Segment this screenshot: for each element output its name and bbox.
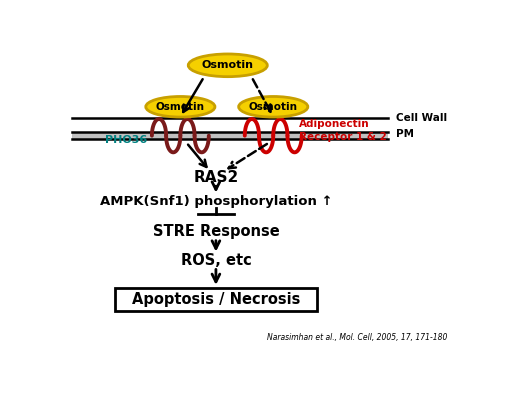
Text: Osmotin: Osmotin — [156, 102, 205, 112]
Text: ROS, etc: ROS, etc — [180, 253, 251, 268]
Text: Adiponectin
Receptor 1 & 2: Adiponectin Receptor 1 & 2 — [298, 119, 386, 142]
Text: PHO36: PHO36 — [104, 135, 147, 145]
Bar — [71, 132, 387, 140]
Text: Osmotin: Osmotin — [248, 102, 297, 112]
Text: Osmotin: Osmotin — [202, 60, 253, 70]
Text: Cell Wall: Cell Wall — [395, 113, 446, 123]
Text: Apoptosis / Necrosis: Apoptosis / Necrosis — [131, 292, 299, 307]
Ellipse shape — [146, 97, 214, 117]
Text: RAS2: RAS2 — [193, 170, 238, 185]
FancyBboxPatch shape — [115, 288, 316, 311]
Text: STRE Response: STRE Response — [152, 224, 279, 239]
Text: PM: PM — [395, 129, 413, 139]
Text: AMPK(Snf1) phosphorylation ↑: AMPK(Snf1) phosphorylation ↑ — [99, 195, 331, 208]
Ellipse shape — [188, 54, 267, 77]
Text: Narasimhan et al., Mol. Cell, 2005, 17, 171-180: Narasimhan et al., Mol. Cell, 2005, 17, … — [266, 333, 446, 342]
Ellipse shape — [238, 97, 307, 117]
